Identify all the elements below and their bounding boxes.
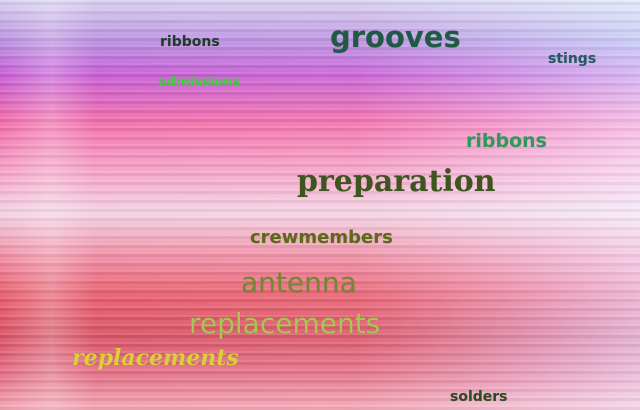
word-ribbons-right: ribbons xyxy=(466,130,547,152)
word-grooves: grooves xyxy=(330,20,461,54)
word-solders: solders xyxy=(450,389,508,405)
word-crewmembers: crewmembers xyxy=(250,227,393,248)
word-antenna: antenna xyxy=(241,266,357,299)
word-replacements-yellow-script: replacements xyxy=(72,345,239,371)
word-admissions: admissions xyxy=(158,75,240,90)
word-stings: stings xyxy=(548,51,597,67)
word-ribbons-top-left: ribbons xyxy=(160,34,220,50)
word-replacements-light-green: replacements xyxy=(189,307,381,340)
word-preparation: preparation xyxy=(297,164,496,199)
